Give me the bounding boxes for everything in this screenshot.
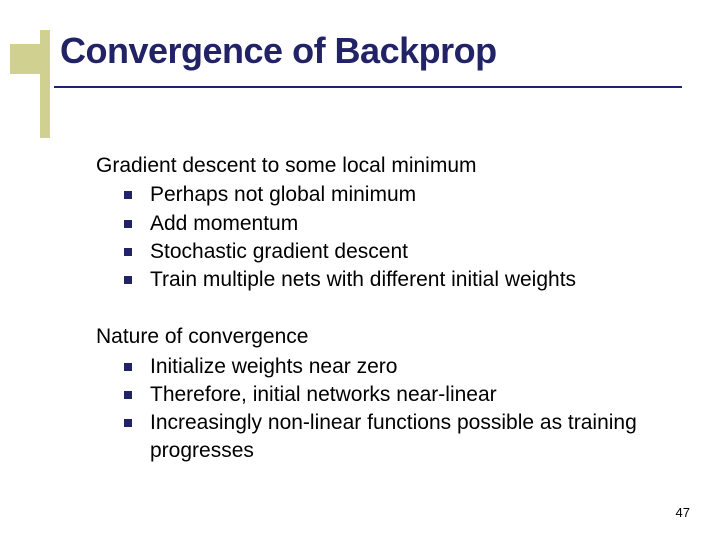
page-number: 47	[676, 505, 690, 520]
square-bullet-icon	[124, 220, 132, 228]
square-bullet-icon	[124, 248, 132, 256]
square-bullet-icon	[124, 191, 132, 199]
section-1: Gradient descent to some local minimum P…	[96, 152, 686, 293]
bullet-text: Initialize weights near zero	[150, 353, 397, 380]
title-underline	[54, 86, 682, 88]
list-item: Train multiple nets with different initi…	[96, 266, 686, 293]
slide-title: Convergence of Backprop	[60, 30, 497, 72]
square-bullet-icon	[124, 419, 132, 427]
title-accent-vertical	[40, 30, 50, 138]
list-item: Stochastic gradient descent	[96, 238, 686, 265]
square-bullet-icon	[124, 363, 132, 371]
list-item: Increasingly non-linear functions possib…	[96, 409, 686, 464]
section-heading: Nature of convergence	[96, 323, 686, 350]
section-heading: Gradient descent to some local minimum	[96, 152, 686, 179]
list-item: Therefore, initial networks near-linear	[96, 381, 686, 408]
square-bullet-icon	[124, 276, 132, 284]
list-item: Add momentum	[96, 210, 686, 237]
bullet-text: Increasingly non-linear functions possib…	[150, 409, 686, 464]
bullet-text: Therefore, initial networks near-linear	[150, 381, 497, 408]
bullet-text: Add momentum	[150, 210, 298, 237]
bullet-text: Train multiple nets with different initi…	[150, 266, 576, 293]
bullet-text: Stochastic gradient descent	[150, 238, 408, 265]
list-item: Perhaps not global minimum	[96, 181, 686, 208]
square-bullet-icon	[124, 391, 132, 399]
bullet-text: Perhaps not global minimum	[150, 181, 416, 208]
slide-content: Gradient descent to some local minimum P…	[96, 152, 686, 494]
list-item: Initialize weights near zero	[96, 353, 686, 380]
section-2: Nature of convergence Initialize weights…	[96, 323, 686, 463]
